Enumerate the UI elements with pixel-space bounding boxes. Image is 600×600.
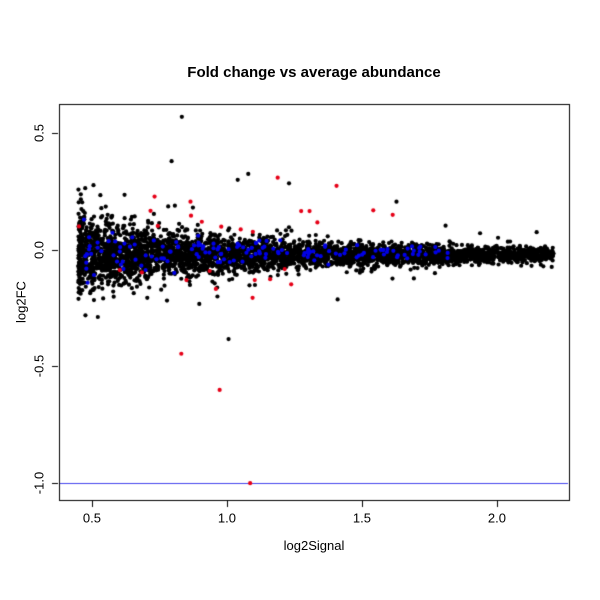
x-tick-label: 1.5 xyxy=(352,510,371,526)
x-tick-label: 0.5 xyxy=(82,510,101,526)
y-axis-label: log2FC xyxy=(13,281,29,323)
chart-title: Fold change vs average abundance xyxy=(187,64,441,81)
x-tick-label: 2.0 xyxy=(487,510,506,526)
y-tick-label: -1.0 xyxy=(31,471,47,495)
y-tick-label: 0.5 xyxy=(31,124,47,143)
y-tick-label: -0.5 xyxy=(31,355,47,378)
x-tick-label: 1.0 xyxy=(217,510,236,526)
y-tick-label: 0.0 xyxy=(31,240,47,259)
x-axis-label: log2Signal xyxy=(283,538,345,553)
